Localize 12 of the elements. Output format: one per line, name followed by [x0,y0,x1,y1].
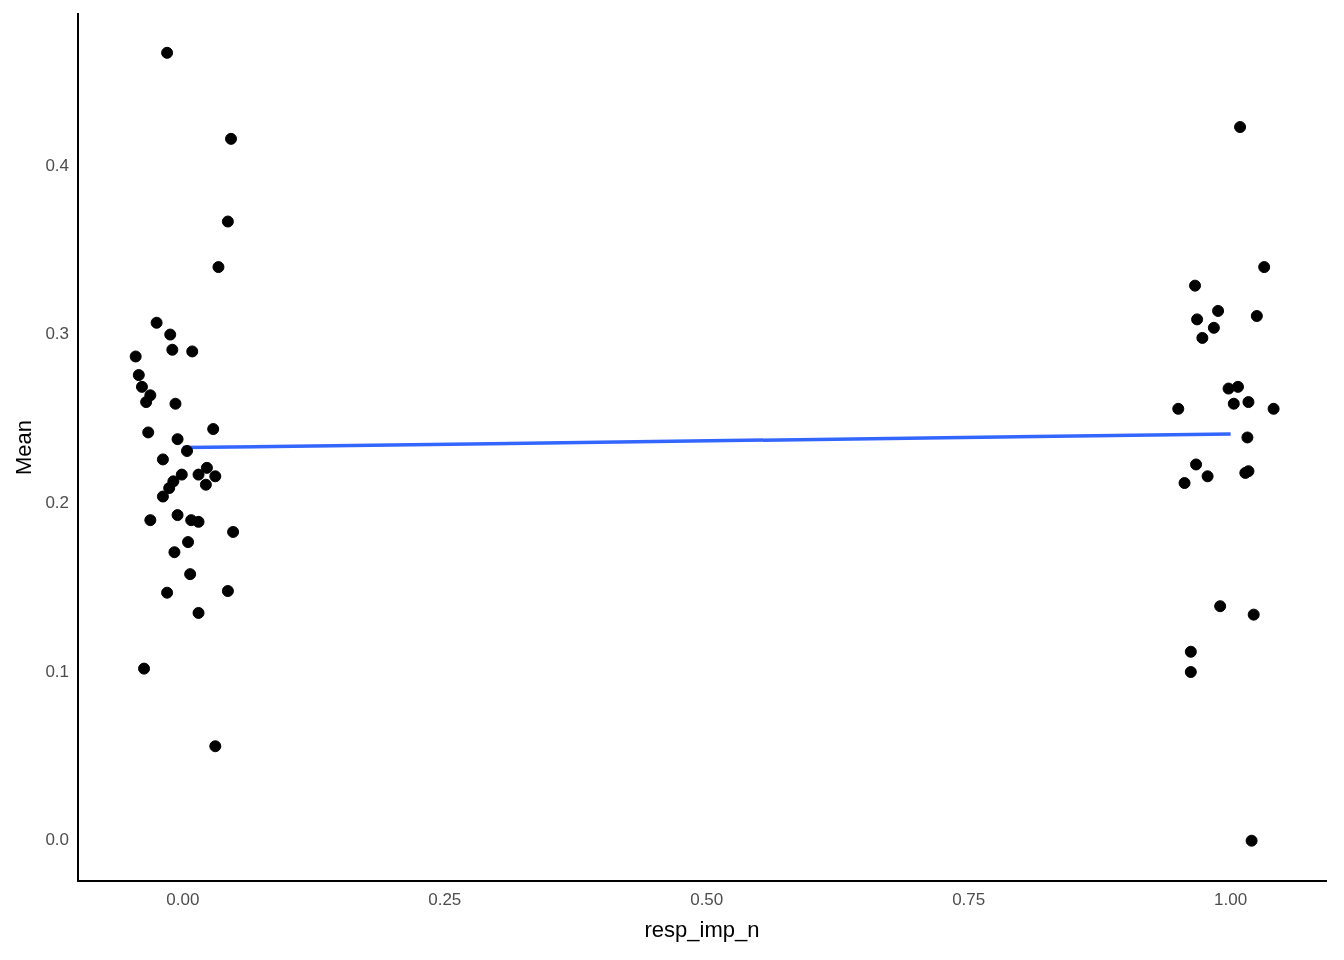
y-tick-label: 0.3 [45,324,70,344]
y-tick-label: 0.2 [45,492,70,512]
y-tick-label: 0.4 [45,155,70,175]
x-tick-label: 0.50 [690,890,724,910]
x-tick-label: 0.75 [952,890,986,910]
x-tick-label: 0.00 [166,890,200,910]
y-axis-title: Mean [11,420,37,476]
y-tick-label: 0.0 [45,830,70,850]
x-tick-label: 0.25 [428,890,462,910]
x-tick-label: 1.00 [1214,890,1248,910]
x-axis-title: resp_imp_n [644,916,760,942]
y-tick-label: 0.1 [45,661,70,681]
